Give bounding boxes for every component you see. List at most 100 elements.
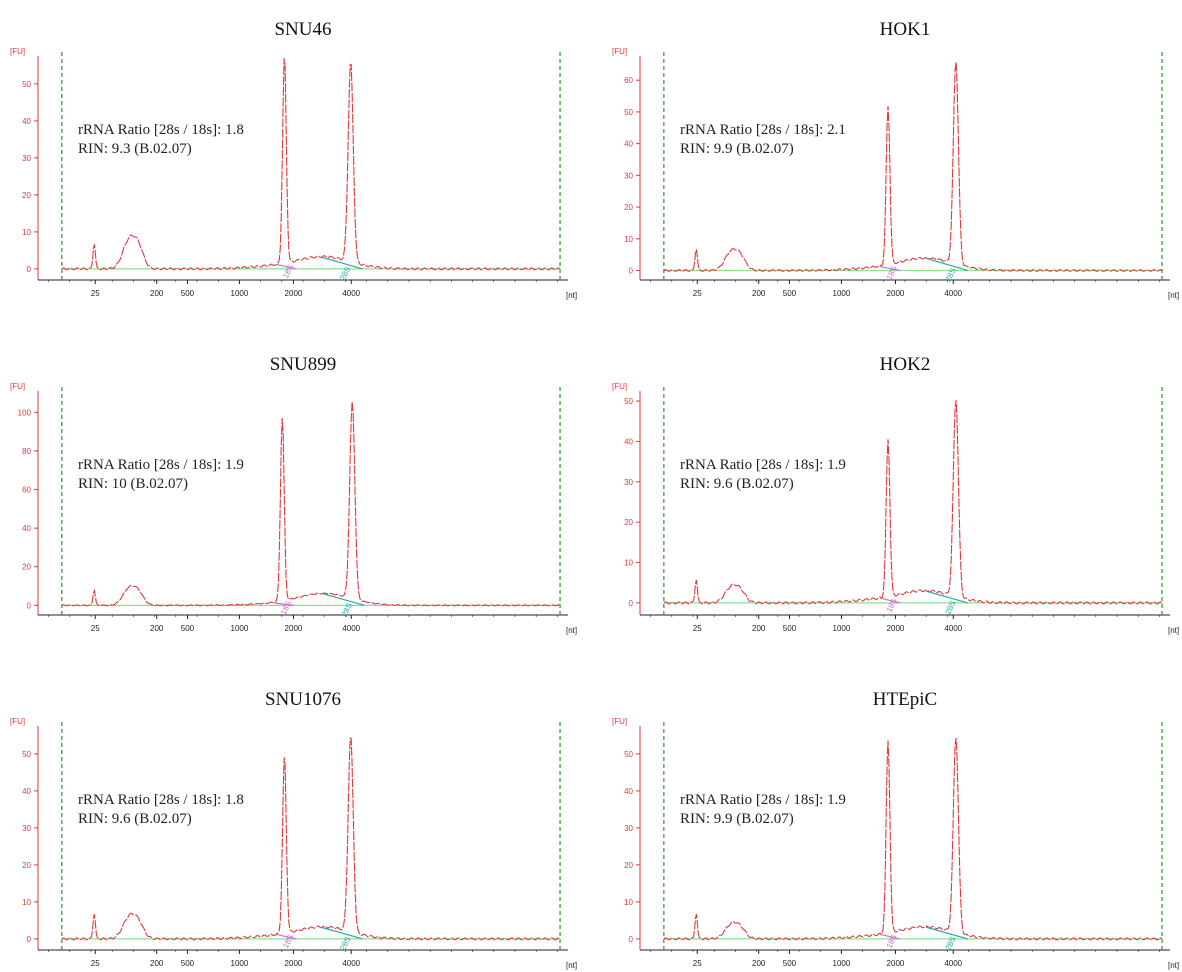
- x-unit-label: [nt]: [1168, 626, 1179, 635]
- x-tick-label: 1000: [833, 289, 851, 298]
- electropherogram-panel: HOK1 [FU] [nt] 0 10 20 30 40 50 60 25 200 500 1000 200…: [612, 19, 1179, 300]
- x-tick-label: 2000: [285, 624, 303, 633]
- y-tick-label: 0: [27, 265, 32, 274]
- x-tick-label: 25: [91, 289, 100, 298]
- y-unit-label: [FU]: [10, 717, 25, 726]
- panel-title: HOK1: [880, 19, 931, 40]
- rin-annotation: RIN: 9.3 (B.02.07): [78, 141, 192, 157]
- x-tick-label: 2000: [887, 624, 905, 633]
- y-tick-label: 10: [624, 559, 633, 568]
- x-unit-label: [nt]: [566, 961, 577, 970]
- y-tick-label: 40: [624, 437, 633, 446]
- peak-18s-baseline: [276, 933, 297, 940]
- peak-18s-baseline: [879, 933, 901, 940]
- electropherogram-panel: SNU1076 [FU] [nt] 0 10 20 30 40 50 25 200 500 1000 20…: [10, 689, 577, 970]
- x-tick-label: 1000: [231, 624, 249, 633]
- y-tick-label: 30: [22, 154, 31, 163]
- y-tick-label: 0: [629, 599, 634, 608]
- electropherogram-trace: [61, 58, 561, 271]
- y-tick-label: 50: [624, 108, 633, 117]
- electropherogram-panel: HTEpiC [FU] [nt] 0 10 20 30 40 50 25 200 500 1000 200…: [612, 689, 1179, 970]
- rin-annotation: RIN: 9.6 (B.02.07): [78, 811, 192, 827]
- x-tick-label: 4000: [944, 959, 962, 968]
- y-tick-label: 80: [22, 447, 31, 456]
- rin-annotation: RIN: 9.6 (B.02.07): [680, 476, 794, 492]
- x-tick-label: 200: [150, 624, 164, 633]
- x-tick-label: 500: [783, 289, 797, 298]
- electropherogram-panel: SNU899 [FU] [nt] 0 20 40 60 80 100 25 200 500 1000 20…: [10, 354, 577, 635]
- x-tick-label: 2000: [887, 289, 905, 298]
- peak-28s-baseline: [320, 256, 363, 270]
- x-tick-label: 1000: [231, 289, 249, 298]
- y-tick-label: 50: [22, 80, 31, 89]
- x-tick-label: 4000: [944, 289, 962, 298]
- y-tick-label: 50: [22, 750, 31, 759]
- x-unit-label: [nt]: [566, 291, 577, 300]
- peak-18s-label: 18S: [885, 265, 899, 282]
- y-unit-label: [FU]: [612, 47, 627, 56]
- rrna-ratio-annotation: rRNA Ratio [28s / 18s]: 1.9: [78, 457, 244, 473]
- y-tick-label: 0: [27, 935, 32, 944]
- y-tick-label: 40: [624, 140, 633, 149]
- panel-title: SNU1076: [265, 689, 341, 710]
- y-tick-label: 0: [629, 935, 634, 944]
- peak-28s-label: 28S: [340, 601, 354, 618]
- x-tick-label: 200: [752, 289, 766, 298]
- peak-28s-baseline: [925, 590, 969, 604]
- peak-28s-label: 28S: [338, 265, 352, 282]
- x-tick-label: 1000: [833, 624, 851, 633]
- electropherogram-panel: HOK2 [FU] [nt] 0 10 20 30 40 50 25 200 500 1000 2000 4…: [612, 354, 1179, 635]
- peak-28s-baseline: [320, 926, 363, 940]
- y-tick-label: 30: [624, 478, 633, 487]
- x-tick-label: 500: [181, 624, 195, 633]
- y-tick-label: 50: [624, 397, 633, 406]
- electropherogram-trace: [61, 401, 561, 607]
- x-tick-label: 2000: [887, 959, 905, 968]
- electropherogram-panel: SNU46 [FU] [nt] 0 10 20 30 40 50 25 200 500 1000 2000…: [10, 19, 577, 300]
- x-tick-label: 25: [693, 624, 702, 633]
- x-tick-label: 500: [783, 624, 797, 633]
- x-tick-label: 2000: [285, 959, 303, 968]
- x-tick-label: 25: [693, 959, 702, 968]
- rin-annotation: RIN: 9.9 (B.02.07): [680, 141, 794, 157]
- y-tick-label: 20: [624, 518, 633, 527]
- panel-title: SNU899: [270, 354, 337, 375]
- x-tick-label: 4000: [944, 624, 962, 633]
- y-unit-label: [FU]: [612, 382, 627, 391]
- y-tick-label: 20: [22, 861, 31, 870]
- y-tick-label: 100: [18, 408, 32, 417]
- rrna-ratio-annotation: rRNA Ratio [28s / 18s]: 2.1: [680, 122, 846, 138]
- x-tick-label: 500: [181, 959, 195, 968]
- y-tick-label: 20: [624, 861, 633, 870]
- y-unit-label: [FU]: [10, 47, 25, 56]
- y-tick-label: 20: [22, 191, 31, 200]
- x-tick-label: 200: [150, 289, 164, 298]
- x-tick-label: 4000: [342, 959, 360, 968]
- y-tick-label: 40: [22, 787, 31, 796]
- y-tick-label: 40: [22, 524, 31, 533]
- electropherogram-trace: [663, 62, 1163, 272]
- electropherogram-trace: [61, 737, 561, 941]
- panel-title: HTEpiC: [873, 689, 937, 710]
- peak-18s-baseline: [274, 602, 295, 606]
- y-tick-label: 40: [22, 117, 31, 126]
- x-tick-label: 25: [91, 624, 100, 633]
- peak-18s-baseline: [879, 266, 901, 272]
- peak-28s-label: 28S: [944, 599, 958, 616]
- y-tick-label: 60: [624, 76, 633, 85]
- x-unit-label: [nt]: [1168, 291, 1179, 300]
- y-tick-label: 30: [22, 824, 31, 833]
- peak-28s-label: 28S: [944, 935, 958, 952]
- y-tick-label: 10: [624, 898, 633, 907]
- rrna-ratio-annotation: rRNA Ratio [28s / 18s]: 1.8: [78, 792, 244, 808]
- y-tick-label: 0: [629, 266, 634, 275]
- peak-28s-label: 28S: [338, 935, 352, 952]
- y-tick-label: 30: [624, 171, 633, 180]
- rin-annotation: RIN: 10 (B.02.07): [78, 476, 188, 492]
- x-tick-label: 4000: [342, 289, 360, 298]
- y-tick-label: 50: [624, 750, 633, 759]
- rrna-ratio-annotation: rRNA Ratio [28s / 18s]: 1.9: [680, 792, 846, 808]
- y-tick-label: 10: [22, 898, 31, 907]
- y-unit-label: [FU]: [612, 717, 627, 726]
